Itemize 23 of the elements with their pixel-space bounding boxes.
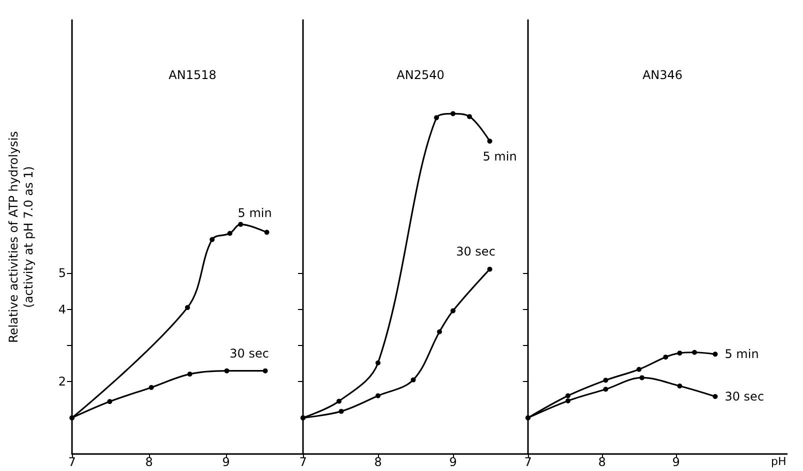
x-tick-label: 7 <box>524 455 532 469</box>
series-label: 5 min <box>724 347 759 362</box>
x-tick-label: 9 <box>222 455 230 469</box>
text: AN2540 <box>396 68 444 82</box>
x-tick-label: 8 <box>374 455 382 469</box>
y-tick-label: 2 <box>58 374 66 389</box>
text: AN1518 <box>168 68 216 82</box>
x-tick-label: 7 <box>68 455 76 469</box>
series-label: 5 min <box>238 206 272 220</box>
x-tick-label: 8 <box>145 455 153 469</box>
series-label: 30 sec <box>724 389 764 404</box>
x-tick-label: 9 <box>449 455 457 469</box>
series-label: 30 sec <box>230 346 269 360</box>
series-label: 30 sec <box>456 244 496 259</box>
y-tick-label: 5 <box>58 266 66 280</box>
text: AN346 <box>642 68 683 82</box>
x-tick-label: 9 <box>672 455 680 469</box>
x-axis-title: pH <box>771 455 786 468</box>
y-tick-label: 4 <box>58 302 66 316</box>
y-axis-title: Relative activities of ATP hydrolysis (activity at pH 7.0 as 1) <box>6 131 36 343</box>
x-tick-label: 7 <box>299 455 307 469</box>
x-tick-label: 8 <box>598 455 606 469</box>
series-label: 5 min <box>482 150 517 164</box>
